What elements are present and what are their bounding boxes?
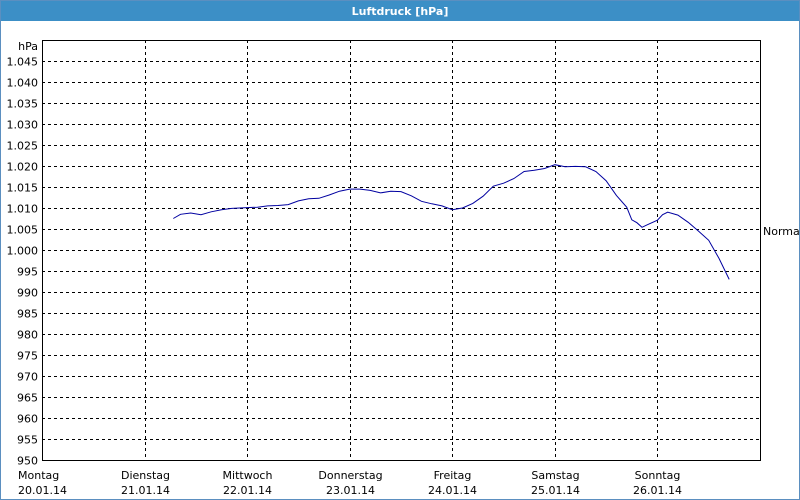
y-tick-label: 975 <box>17 350 38 363</box>
y-tick-labels: 950 955 960 965 970 975 980 985 990 995 1.000 1.005… <box>7 56 39 468</box>
y-axis-unit: hPa <box>18 40 38 53</box>
x-tick-day: Montag <box>18 469 59 482</box>
x-tick-date: 24.01.14 <box>428 484 477 497</box>
y-tick-label: 965 <box>17 392 38 405</box>
x-tick-day: Freitag <box>434 469 472 482</box>
y-tick-label: 980 <box>17 329 38 342</box>
y-tick-label: 1.045 <box>7 56 39 69</box>
y-gridlines <box>42 61 760 440</box>
plot-frame <box>42 40 761 461</box>
x-tick-date: 22.01.14 <box>223 484 272 497</box>
y-tick-label: 1.010 <box>7 203 39 216</box>
y-tick-label: 1.005 <box>7 224 39 237</box>
y-tick-label: 1.020 <box>7 161 39 174</box>
y-tick-label: 970 <box>17 371 38 384</box>
y-tick-label: 1.025 <box>7 140 39 153</box>
y-tick-label: 1.040 <box>7 77 39 90</box>
series-line <box>173 164 730 280</box>
normal-label: Normal <box>763 225 800 238</box>
y-tick-label: 950 <box>17 455 38 468</box>
x-tick-date: 20.01.14 <box>18 484 67 497</box>
y-tick-label: 985 <box>17 308 38 321</box>
x-tick-date: 25.01.14 <box>531 484 580 497</box>
window-title: Luftdruck [hPa] <box>1 1 799 21</box>
y-tick-label: 1.000 <box>7 245 39 258</box>
x-tick-day: Donnerstag <box>318 469 382 482</box>
y-tick-label: 955 <box>17 434 38 447</box>
x-tick-day: Samstag <box>531 469 579 482</box>
x-tick-day: Sonntag <box>635 469 681 482</box>
y-tick-label: 960 <box>17 413 38 426</box>
x-tick-date: 23.01.14 <box>326 484 375 497</box>
x-gridlines <box>145 40 658 460</box>
y-tick-label: 995 <box>17 266 38 279</box>
x-tick-date: 26.01.14 <box>633 484 682 497</box>
x-tick-date: 21.01.14 <box>121 484 170 497</box>
y-tick-label: 1.030 <box>7 119 39 132</box>
y-tick-label: 1.015 <box>7 182 39 195</box>
x-tick-labels: Montag 20.01.14 Dienstag 21.01.14 Mittwoch 22… <box>18 469 682 497</box>
x-tick-day: Dienstag <box>121 469 170 482</box>
y-tick-label: 990 <box>17 287 38 300</box>
x-tick-day: Mittwoch <box>223 469 273 482</box>
y-tick-label: 1.035 <box>7 98 39 111</box>
